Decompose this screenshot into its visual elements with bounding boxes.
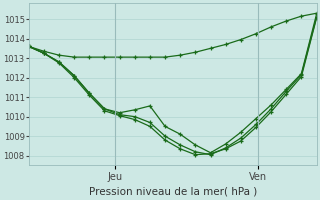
X-axis label: Pression niveau de la mer( hPa ): Pression niveau de la mer( hPa ) bbox=[89, 187, 257, 197]
